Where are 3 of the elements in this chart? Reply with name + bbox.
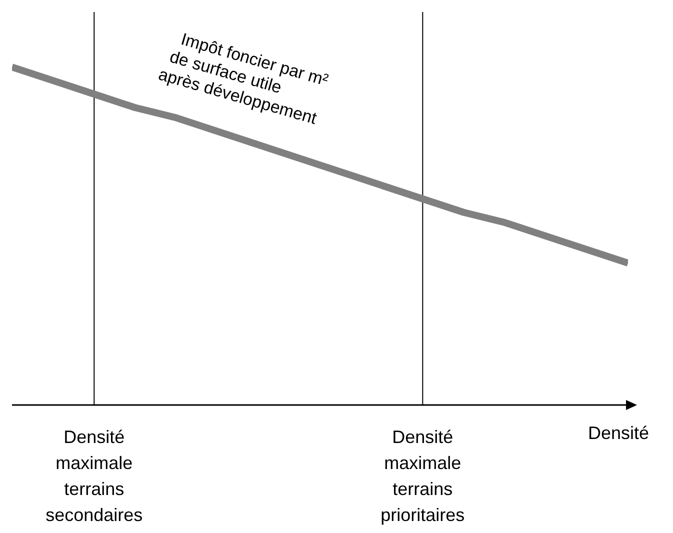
x-axis-title: Densité [588, 423, 650, 444]
x-tick-label: Densité maximale terrains secondaires [46, 427, 143, 525]
x-tick-label: Densité maximale terrains prioritaires [380, 427, 465, 525]
